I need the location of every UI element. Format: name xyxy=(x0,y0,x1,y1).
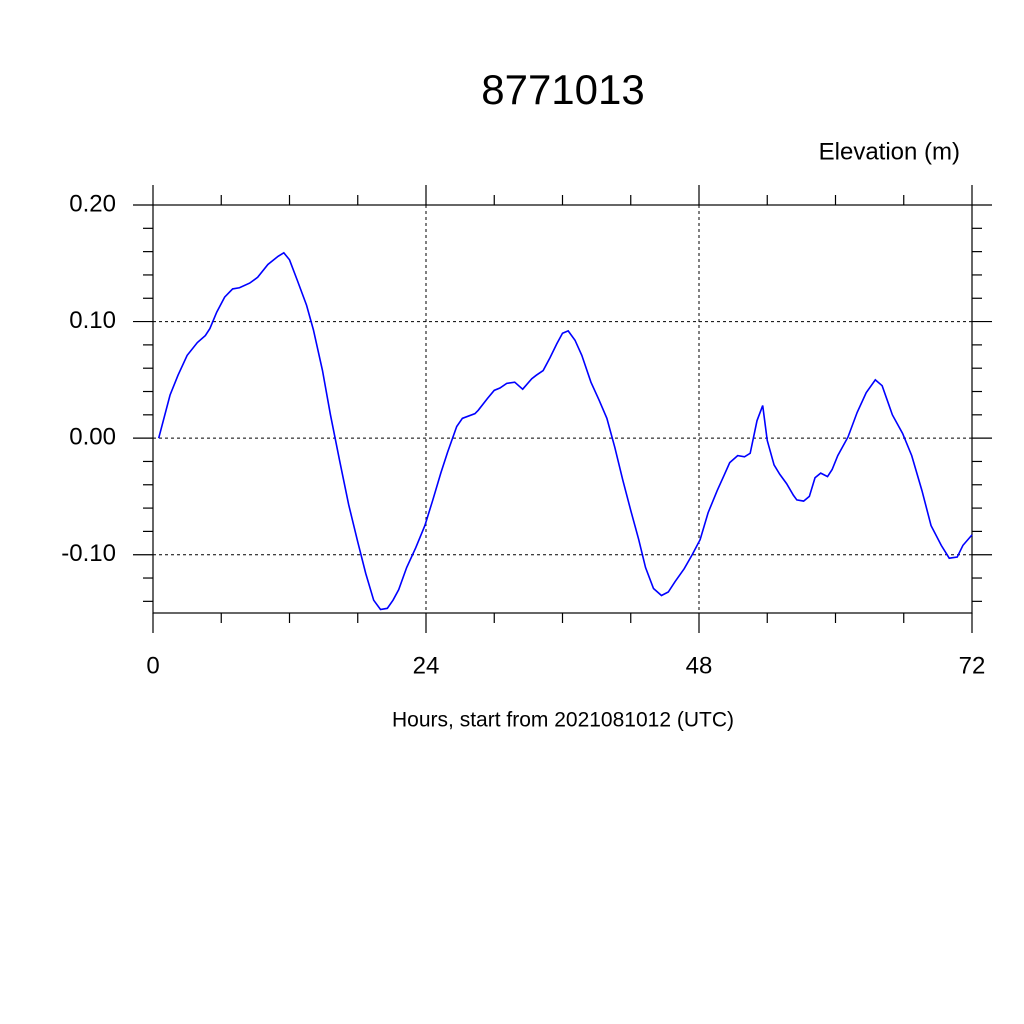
x-tick-label: 0 xyxy=(146,652,159,679)
y-tick-label: -0.10 xyxy=(61,540,116,567)
data-line xyxy=(157,251,973,611)
y-tick-label: 0.10 xyxy=(69,307,116,334)
plot-frame xyxy=(152,204,973,614)
y-axis-label: Elevation (m) xyxy=(819,138,960,165)
x-tick-label: 48 xyxy=(686,652,713,679)
x-tick-label: 24 xyxy=(413,652,440,679)
x-tick-label: 72 xyxy=(959,652,986,679)
chart-title: 8771013 xyxy=(481,66,645,113)
y-tick-label: 0.00 xyxy=(69,423,116,450)
y-tick-label: 0.20 xyxy=(69,190,116,217)
x-axis-label: Hours, start from 2021081012 (UTC) xyxy=(392,709,734,732)
